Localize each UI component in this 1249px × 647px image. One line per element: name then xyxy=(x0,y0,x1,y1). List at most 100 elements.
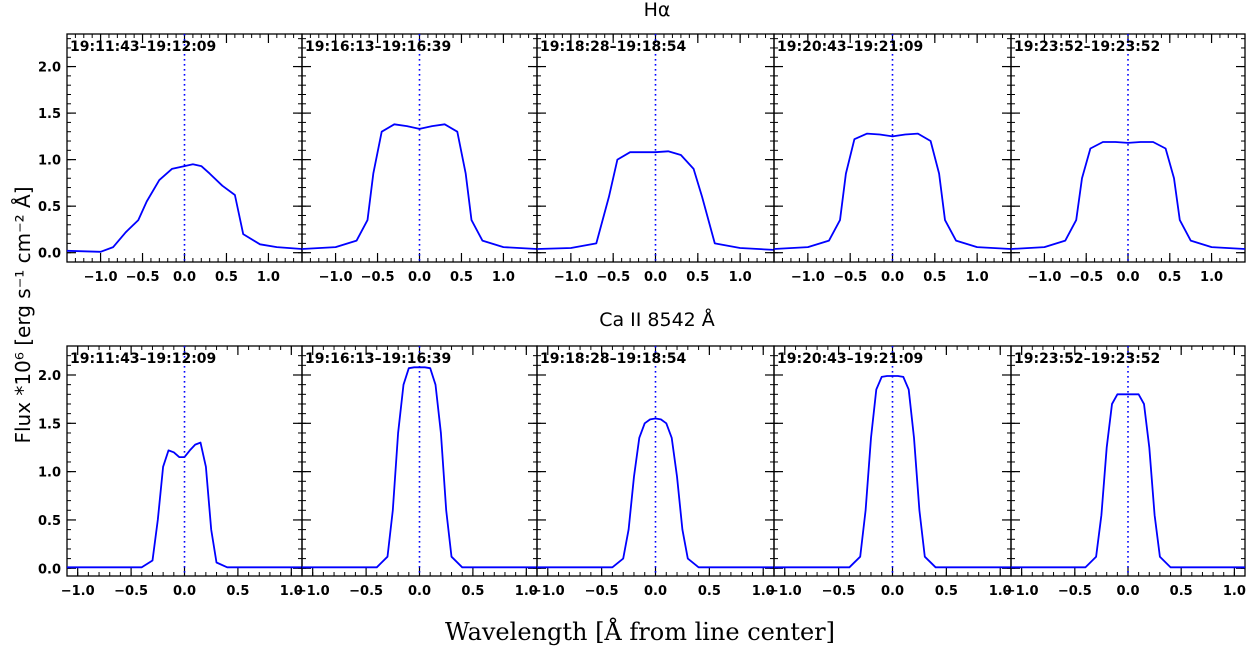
panel-frame xyxy=(66,33,303,263)
x-tick-label: 0.0 xyxy=(173,270,196,285)
profile-curve xyxy=(1011,393,1245,569)
x-tick-label: 0.0 xyxy=(1116,584,1139,599)
x-tick-label: 0.5 xyxy=(461,584,484,599)
profile-curve xyxy=(67,441,302,569)
profile-curve xyxy=(1010,141,1246,250)
x-tick-label: −0.5 xyxy=(596,270,630,285)
x-tick-label: 0.5 xyxy=(1170,584,1193,599)
x-tick-label: −1.0 xyxy=(61,584,95,599)
y-tick-label: 1.5 xyxy=(38,417,61,432)
panel-1-0: −1.0 −0.5 0.0 0.5 1.0 0.0 0.5 1.0 1.5 2.0 19:11:43… xyxy=(38,345,303,599)
x-tick-label: 0.5 xyxy=(923,270,946,285)
panel-grid: −1.0 −0.5 0.0 0.5 1.0 0.0 0.5 1.0 1.5 2.0 19:11:43… xyxy=(38,33,1246,599)
top-row-title: Hα xyxy=(644,0,671,21)
x-tick-label: 0.0 xyxy=(644,270,667,285)
profile-curve xyxy=(774,375,1011,569)
profile-curve xyxy=(302,366,537,569)
time-range-label: 19:23:52–19:23:52 xyxy=(1014,351,1160,367)
panel-frame xyxy=(773,33,1012,263)
profile-curve xyxy=(773,132,1012,250)
x-tick-label: 0.0 xyxy=(408,584,431,599)
x-tick-label: 0.5 xyxy=(935,584,958,599)
x-axis-label: Wavelength [Å from line center] xyxy=(445,617,835,646)
x-tick-label: 1.0 xyxy=(1223,584,1246,599)
time-range-label: 19:11:43–19:12:09 xyxy=(70,351,216,367)
y-tick-label: 2.0 xyxy=(38,369,61,384)
x-tick-label: 1.0 xyxy=(1200,270,1223,285)
panel-1-2: −1.0 −0.5 0.0 0.5 1.0 19:18:28–19:18:54 xyxy=(531,345,775,599)
x-tick-label: −0.5 xyxy=(1058,584,1092,599)
x-tick-label: −1.0 xyxy=(1005,584,1039,599)
x-tick-label: −1.0 xyxy=(1027,270,1061,285)
x-tick-label: 1.0 xyxy=(492,270,515,285)
x-tick-label: 1.0 xyxy=(515,584,538,599)
x-tick-label: −0.5 xyxy=(361,270,395,285)
profile-curve xyxy=(537,417,774,569)
x-tick-label: −0.5 xyxy=(822,584,856,599)
x-tick-label: −1.0 xyxy=(319,270,353,285)
x-tick-label: −0.5 xyxy=(349,584,383,599)
time-range-label: 19:16:13–19:16:39 xyxy=(305,351,451,367)
x-tick-label: −1.0 xyxy=(768,584,802,599)
y-tick-label: 1.0 xyxy=(38,154,61,169)
time-range-label: 19:20:43–19:21:09 xyxy=(777,351,923,367)
x-tick-label: −0.5 xyxy=(833,270,867,285)
panel-0-1: −1.0 −0.5 0.0 0.5 1.0 19:16:13–19:16:39 xyxy=(301,33,538,285)
y-tick-label: 0.5 xyxy=(38,200,61,215)
y-tick-label: 0.0 xyxy=(38,247,61,262)
y-tick-label: 0.5 xyxy=(38,514,61,529)
x-tick-label: 1.0 xyxy=(729,270,752,285)
y-tick-label: 1.0 xyxy=(38,466,61,481)
x-tick-label: 1.0 xyxy=(989,584,1012,599)
y-tick-label: 2.0 xyxy=(38,61,61,76)
x-tick-label: 0.0 xyxy=(1116,270,1139,285)
panel-1-1: −1.0 −0.5 0.0 0.5 1.0 19:16:13–19:16:39 xyxy=(296,345,538,599)
x-tick-label: 0.0 xyxy=(408,270,431,285)
x-tick-label: 0.5 xyxy=(450,270,473,285)
x-tick-label: 0.5 xyxy=(698,584,721,599)
profile-curve xyxy=(66,163,303,253)
x-tick-label: 1.0 xyxy=(752,584,775,599)
x-tick-label: 0.5 xyxy=(686,270,709,285)
time-range-label: 19:18:28–19:18:54 xyxy=(540,351,687,367)
x-tick-label: 0.5 xyxy=(226,584,249,599)
x-tick-label: 1.0 xyxy=(257,270,280,285)
panel-frame xyxy=(1010,33,1246,263)
time-range-label: 19:20:43–19:21:09 xyxy=(777,39,923,55)
profile-curve xyxy=(536,150,775,251)
x-tick-label: −1.0 xyxy=(554,270,588,285)
time-range-label: 19:23:52–19:23:52 xyxy=(1014,39,1160,55)
x-tick-label: −1.0 xyxy=(296,584,330,599)
panel-1-4: −1.0 −0.5 0.0 0.5 1.0 19:23:52–19:23:52 xyxy=(1005,345,1246,599)
time-range-label: 19:18:28–19:18:54 xyxy=(540,39,687,55)
y-tick-label: 0.0 xyxy=(38,562,61,577)
time-range-label: 19:16:13–19:16:39 xyxy=(305,39,451,55)
panel-frame xyxy=(536,33,775,263)
x-tick-label: −0.5 xyxy=(585,584,619,599)
x-tick-label: 0.5 xyxy=(215,270,238,285)
panel-0-2: −1.0 −0.5 0.0 0.5 1.0 19:18:28–19:18:54 xyxy=(536,33,775,285)
time-range-label: 19:11:43–19:12:09 xyxy=(70,39,216,55)
bottom-row-title: Ca II 8542 Å xyxy=(599,308,715,331)
x-tick-label: 1.0 xyxy=(280,584,303,599)
x-tick-label: 0.0 xyxy=(881,270,904,285)
y-tick-label: 1.5 xyxy=(38,107,61,122)
panel-frame xyxy=(301,33,538,263)
x-tick-label: −1.0 xyxy=(531,584,565,599)
x-tick-label: 0.5 xyxy=(1158,270,1181,285)
x-tick-label: 0.0 xyxy=(173,584,196,599)
panel-1-3: −1.0 −0.5 0.0 0.5 1.0 19:20:43–19:21:09 xyxy=(768,345,1012,599)
x-tick-label: −0.5 xyxy=(126,270,160,285)
x-tick-label: −1.0 xyxy=(791,270,825,285)
x-tick-label: 1.0 xyxy=(966,270,989,285)
y-axis-label: Flux *10⁶ [erg s⁻¹ cm⁻² Å] xyxy=(11,186,35,443)
panel-0-4: −1.0 −0.5 0.0 0.5 1.0 19:23:52–19:23:52 xyxy=(1010,33,1246,285)
x-tick-label: −0.5 xyxy=(114,584,148,599)
x-tick-label: −0.5 xyxy=(1069,270,1103,285)
x-tick-label: 0.0 xyxy=(644,584,667,599)
panel-0-3: −1.0 −0.5 0.0 0.5 1.0 19:20:43–19:21:09 xyxy=(773,33,1012,285)
x-tick-label: −1.0 xyxy=(84,270,118,285)
x-tick-label: 0.0 xyxy=(881,584,904,599)
panel-0-0: −1.0 −0.5 0.0 0.5 1.0 0.0 0.5 1.0 1.5 2.0 19:11:43… xyxy=(38,33,303,285)
